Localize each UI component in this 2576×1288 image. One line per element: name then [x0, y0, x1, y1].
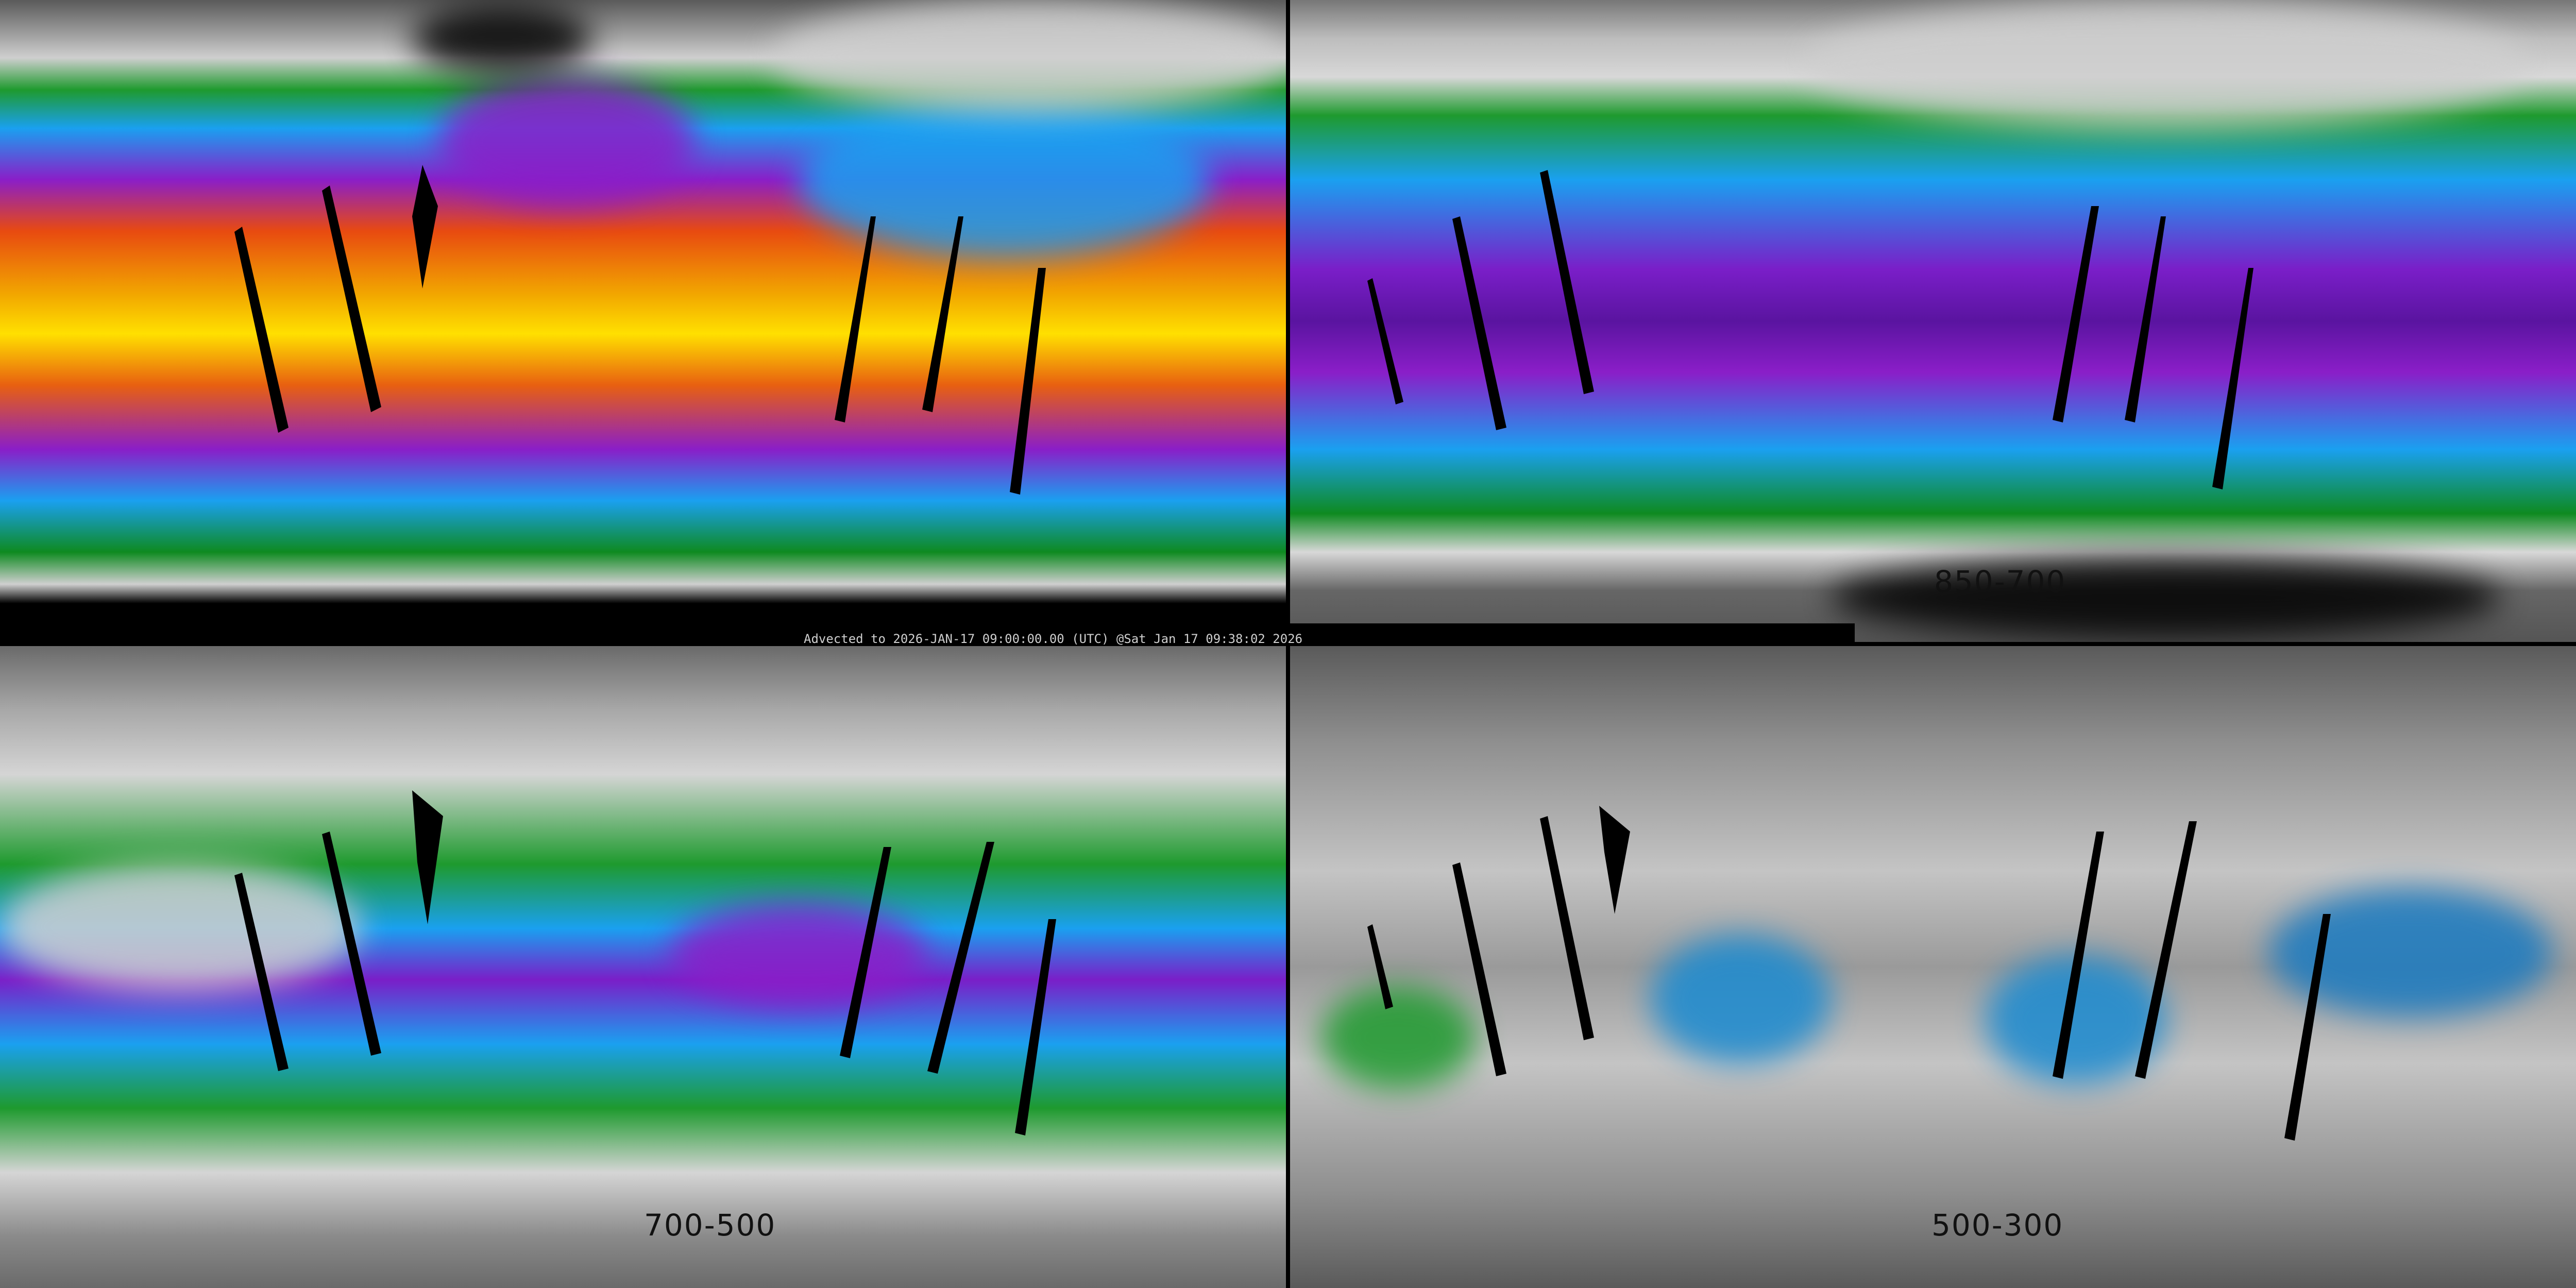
satellite-gap-swaths: [234, 790, 1056, 1136]
panel-bottom-left-map: 700-500: [0, 646, 1286, 1288]
greenland-no-data: [412, 5, 592, 72]
moisture-blob: [1805, 0, 2527, 129]
satellite-gap-swaths: [1367, 806, 2331, 1141]
layer-label: 850-700: [1934, 564, 2066, 599]
moisture-blob: [1651, 935, 1831, 1063]
layer-label: 500-300: [1931, 1208, 2064, 1243]
moisture-blob: [670, 904, 927, 1007]
caption-background: [793, 623, 1855, 646]
satellite-gap-swaths: [234, 165, 1046, 495]
panel-bottom-right-map: 500-300: [1290, 646, 2576, 1288]
satellite-gap-swaths: [1367, 170, 2253, 489]
layer-label: 700-500: [644, 1208, 776, 1243]
moisture-blob: [438, 77, 696, 206]
moisture-blob: [1321, 986, 1476, 1089]
panel-top-right-map: 850-700: [1290, 0, 2576, 642]
moisture-blob: [799, 103, 1211, 258]
antarctica-no-data: [1831, 556, 2501, 639]
moisture-blob: [0, 862, 361, 991]
timestamp-caption: Advected to 2026-JAN-17 09:00:00.00 (UTC…: [804, 632, 1303, 646]
moisture-blob: [773, 0, 1286, 113]
panel-top-left-map: [0, 0, 1286, 642]
